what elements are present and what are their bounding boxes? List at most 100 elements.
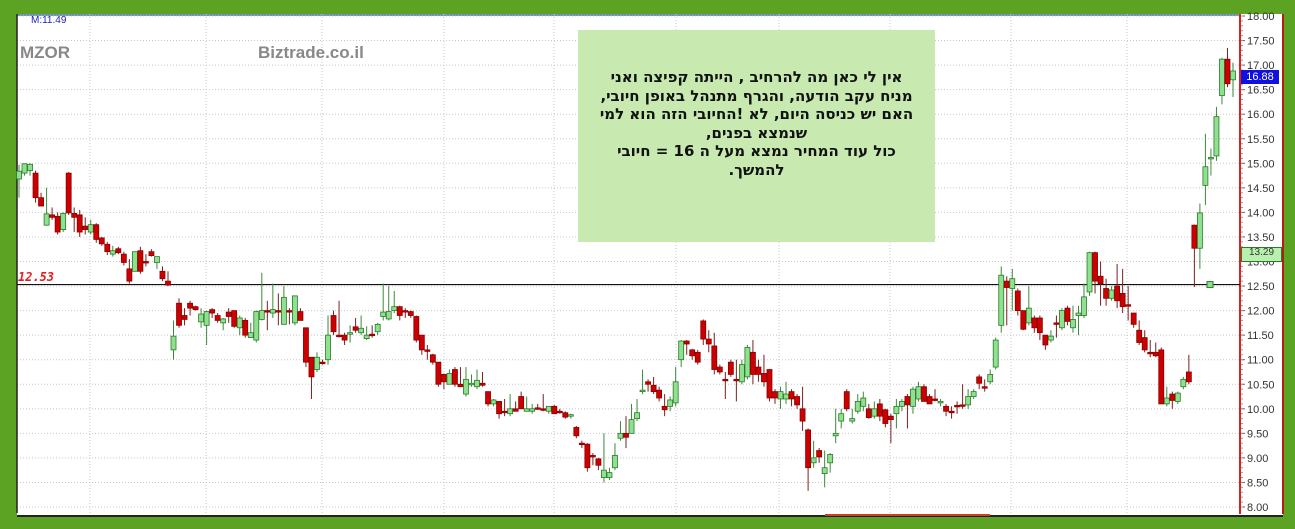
candle-up	[347, 332, 353, 335]
candle-up	[854, 401, 861, 412]
candle-down	[264, 310, 271, 313]
candle-up	[545, 405, 552, 412]
candle-down	[181, 315, 188, 320]
y-tick-label: 14.00	[1247, 207, 1275, 219]
candle-down	[882, 409, 889, 424]
candle-down	[926, 396, 933, 405]
candle-up	[639, 389, 646, 393]
candle-down	[650, 384, 657, 393]
note-line: להמשך.	[728, 160, 785, 179]
candle-down	[1141, 337, 1148, 351]
y-tick-label: 9.00	[1247, 453, 1268, 465]
candle-up	[363, 334, 370, 339]
candle-down	[308, 356, 315, 378]
candle-up	[1230, 70, 1236, 81]
candle-down	[341, 334, 348, 341]
y-tick-label: 11.50	[1247, 330, 1274, 342]
candle-down	[54, 215, 61, 233]
candle-down	[1014, 290, 1021, 311]
candle-down	[209, 309, 216, 314]
candle-up	[474, 379, 480, 388]
candle-up	[269, 309, 276, 314]
candle-up	[617, 432, 624, 439]
candle-up	[374, 323, 381, 333]
candle-up	[247, 332, 254, 339]
candle-down	[32, 172, 39, 199]
candle-up	[43, 213, 50, 226]
candle-up	[463, 378, 469, 395]
candle-down	[733, 378, 740, 382]
candle-up	[612, 455, 618, 469]
candle-down	[562, 412, 569, 418]
candle-up	[1213, 116, 1220, 157]
candle-down	[352, 326, 359, 331]
candle-up	[258, 310, 265, 320]
y-tick-label: 9.50	[1247, 428, 1268, 440]
candle-down	[418, 334, 425, 351]
candle-down	[98, 237, 105, 245]
candle-down	[1064, 307, 1071, 322]
candle-down	[584, 443, 591, 469]
y-tick-label: 16.00	[1247, 109, 1275, 121]
candle-up	[871, 408, 878, 417]
symbol-label: MZOR	[20, 43, 71, 62]
candle-down	[904, 396, 911, 406]
candle-up	[606, 472, 613, 478]
candle-down	[396, 306, 403, 316]
candle-up	[1009, 278, 1016, 289]
candle-down	[1003, 280, 1010, 288]
candle-down	[876, 403, 883, 417]
candle-down	[689, 349, 696, 357]
indicator-label: M:11.49	[31, 15, 67, 26]
candle-down	[413, 316, 420, 341]
candle-down	[407, 311, 414, 316]
last-price-badge: 16.88	[1241, 70, 1279, 84]
candle-down	[1169, 393, 1176, 401]
candle-up	[601, 469, 607, 478]
y-tick-label: 10.50	[1247, 379, 1275, 391]
candle-up	[1219, 58, 1225, 96]
candle-up	[827, 454, 834, 464]
candle-down	[1114, 285, 1121, 302]
scroll-indicator[interactable]	[825, 514, 990, 516]
candle-up	[970, 391, 977, 397]
candle-up	[998, 274, 1005, 326]
candle-down	[705, 338, 712, 345]
candle-down	[231, 310, 238, 327]
previous-price-badge: 13.29	[1241, 247, 1282, 262]
candle-up	[391, 306, 398, 311]
candle-down	[148, 251, 155, 257]
candle-down	[700, 320, 707, 340]
candle-down	[755, 366, 762, 375]
candle-down	[440, 374, 447, 383]
y-tick-label: 15.50	[1247, 134, 1275, 146]
candle-up	[1202, 166, 1209, 186]
y-tick-label: 8.50	[1247, 477, 1268, 489]
candle-down	[457, 383, 464, 388]
candle-down	[645, 381, 651, 385]
candle-up	[109, 250, 116, 255]
candle-down	[485, 391, 491, 405]
candle-down	[501, 410, 508, 414]
candle-down	[948, 410, 955, 414]
candle-up	[777, 391, 784, 400]
candle-up	[821, 467, 828, 475]
candle-up	[667, 399, 674, 407]
candle-up	[672, 381, 679, 404]
candle-down	[843, 391, 850, 410]
candle-up	[1196, 212, 1203, 249]
candle-down	[104, 243, 111, 253]
candle-down	[126, 268, 133, 282]
candle-down	[518, 396, 525, 410]
candle-up	[992, 339, 999, 368]
candle-down	[165, 280, 171, 286]
candle-down	[954, 404, 960, 408]
candle-down	[336, 334, 342, 338]
candle-down	[93, 224, 100, 240]
candle-down	[369, 333, 376, 337]
candle-up	[358, 327, 365, 334]
candle-down	[71, 212, 78, 218]
candle-down	[1036, 317, 1043, 334]
candle-down	[137, 250, 144, 272]
